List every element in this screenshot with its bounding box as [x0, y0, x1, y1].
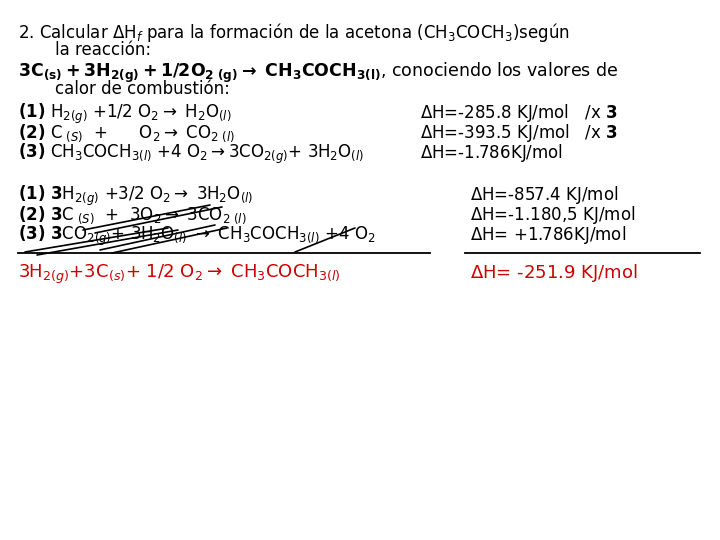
Text: $\mathbf{(2)\ 3}$C$_{\ (S)}$  +  3O$_2$$\rightarrow$ 3CO$_{2\ (l)}$: $\mathbf{(2)\ 3}$C$_{\ (S)}$ + 3O$_2$$\r…	[18, 205, 247, 226]
Text: $\Delta$H=-857.4 KJ/mol: $\Delta$H=-857.4 KJ/mol	[470, 184, 618, 206]
Text: calor de combustión:: calor de combustión:	[55, 80, 230, 98]
Text: $\Delta$H=-1.786KJ/mol: $\Delta$H=-1.786KJ/mol	[420, 142, 563, 164]
Text: 3H$_{2(g)}$+3C$_{(s)}$+ 1/2 O$_2$$\rightarrow$ CH$_3$COCH$_{3(l)}$: 3H$_{2(g)}$+3C$_{(s)}$+ 1/2 O$_2$$\right…	[18, 263, 341, 286]
Text: $\Delta$H= +1.786KJ/mol: $\Delta$H= +1.786KJ/mol	[470, 224, 626, 246]
Text: $\mathbf{(1)\ 3}$H$_{2(g)}$ +3/2 O$_2$$\rightarrow$ 3H$_2$O$_{(l)}$: $\mathbf{(1)\ 3}$H$_{2(g)}$ +3/2 O$_2$$\…	[18, 184, 253, 208]
Text: $\mathbf{(1)}$ H$_{2(g)}$ +1/2 O$_2$$\rightarrow$ H$_2$O$_{(l)}$: $\mathbf{(1)}$ H$_{2(g)}$ +1/2 O$_2$$\ri…	[18, 102, 232, 126]
Text: $\mathbf{(3)}$ CH$_3$COCH$_{3(l)}$ +4 O$_2$$\rightarrow$3CO$_{2(g)}$+ 3H$_2$O$_{: $\mathbf{(3)}$ CH$_3$COCH$_{3(l)}$ +4 O$…	[18, 142, 364, 166]
Text: $\mathbf{(2)}$ C$_{\ (S)}$  +      O$_2$$\rightarrow$ CO$_{2\ (l)}$: $\mathbf{(2)}$ C$_{\ (S)}$ + O$_2$$\righ…	[18, 123, 235, 144]
Text: $\Delta$H= -251.9 KJ/mol: $\Delta$H= -251.9 KJ/mol	[470, 262, 637, 284]
Text: 2. Calcular $\Delta$H$_f$ para la formación de la acetona (CH$_3$COCH$_3$)según: 2. Calcular $\Delta$H$_f$ para la formac…	[18, 21, 570, 44]
Text: $\Delta$H=-393.5 KJ/mol   /x $\mathbf{3}$: $\Delta$H=-393.5 KJ/mol /x $\mathbf{3}$	[420, 122, 618, 144]
Text: $\mathbf{3C_{(s)}+3H_{2(g)}+1/2O_{2\ (g)}\rightarrow\ CH_3COCH_{3(l)}}$, conocie: $\mathbf{3C_{(s)}+3H_{2(g)}+1/2O_{2\ (g)…	[18, 61, 618, 85]
Text: $\Delta$H=-1.180,5 KJ/mol: $\Delta$H=-1.180,5 KJ/mol	[470, 204, 636, 226]
Text: $\Delta$H=-285.8 KJ/mol   /x $\mathbf{3}$: $\Delta$H=-285.8 KJ/mol /x $\mathbf{3}$	[420, 102, 618, 124]
Text: la reacción:: la reacción:	[55, 41, 151, 59]
Text: $\mathbf{(3)\ 3}$CO$_{2(g)}$+ 3H$_2$O$_{(l)}$ $\rightarrow$ CH$_3$COCH$_{3(l)}$ : $\mathbf{(3)\ 3}$CO$_{2(g)}$+ 3H$_2$O$_{…	[18, 224, 376, 248]
